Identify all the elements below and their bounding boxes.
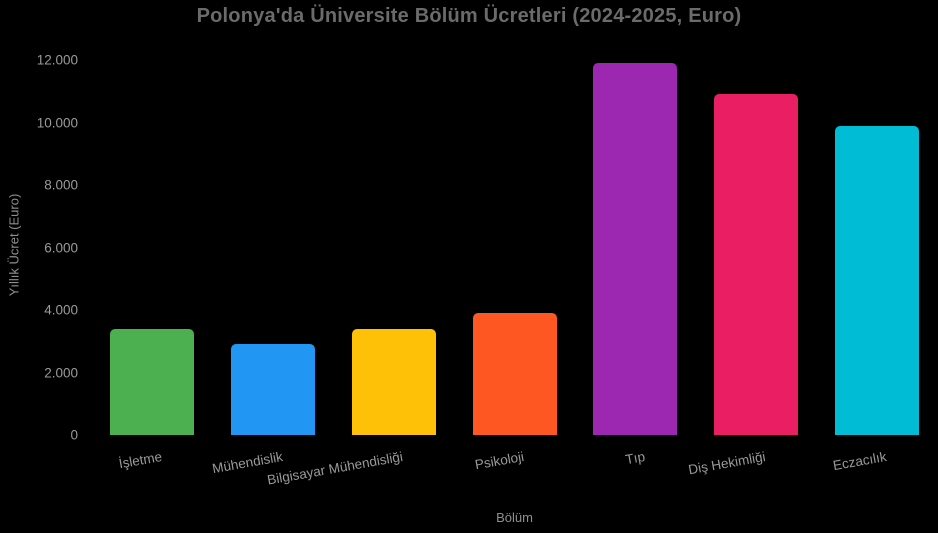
x-axis-title: Bölüm bbox=[496, 510, 533, 525]
x-tick-label: Psikoloji bbox=[473, 449, 526, 473]
bar bbox=[110, 328, 195, 435]
y-tick-label: 2.000 bbox=[44, 365, 78, 380]
x-tick-label: Diş Hekimliği bbox=[687, 449, 767, 478]
bar bbox=[713, 94, 798, 435]
bar bbox=[351, 328, 436, 435]
bar bbox=[834, 125, 919, 435]
y-tick-label: 10.000 bbox=[36, 115, 78, 130]
y-tick-label: 0 bbox=[70, 427, 78, 443]
x-tick-label: İşletme bbox=[117, 449, 163, 472]
x-tick-label: Tıp bbox=[623, 449, 646, 468]
x-tick-label: Eczacılık bbox=[831, 449, 888, 474]
y-tick-label: 4.000 bbox=[44, 302, 78, 318]
y-tick-label: 12.000 bbox=[36, 52, 78, 68]
y-tick-label: 8.000 bbox=[44, 177, 78, 193]
chart-title: Polonya'da Üniversite Bölüm Ücretleri (2… bbox=[196, 5, 742, 27]
bar bbox=[472, 313, 557, 435]
bar bbox=[231, 344, 316, 435]
y-tick-label: 6.000 bbox=[44, 240, 78, 255]
plot-area bbox=[92, 60, 937, 435]
x-tick-label: Bilgisayar Mühendisliği bbox=[266, 449, 405, 488]
bar bbox=[593, 63, 678, 435]
